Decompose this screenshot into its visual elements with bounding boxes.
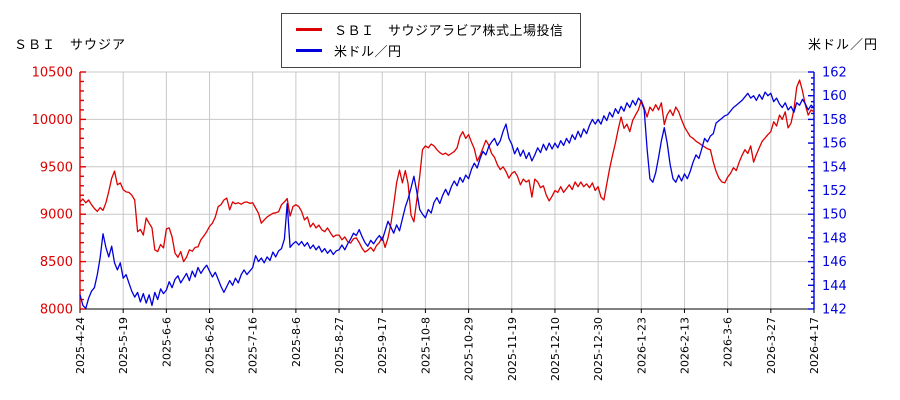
left-axis-tick-label: 8500 [40, 255, 73, 270]
x-axis-tick-label: 2025-11-19 [506, 317, 519, 381]
right-axis-tick-label: 154 [822, 160, 847, 175]
right-axis-tick-label: 150 [822, 208, 847, 223]
right-axis-tick-label: 156 [822, 137, 847, 152]
x-axis-tick-label: 2025-4-24 [74, 317, 87, 374]
x-axis-tick-label: 2026-1-23 [635, 317, 648, 374]
usdjpy-line-swatch-icon [296, 49, 322, 52]
x-axis-tick-label: 2025-6-26 [204, 317, 217, 374]
x-axis-tick-label: 2026-3-6 [722, 317, 735, 367]
left-axis-tick-label: 10000 [32, 113, 73, 128]
x-axis-tick-label: 2025-12-10 [549, 317, 562, 381]
right-axis-tick-label: 146 [822, 255, 847, 270]
right-axis-title: 米ドル／円 [807, 38, 878, 53]
x-axis-tick-label: 2026-4-17 [808, 317, 821, 374]
right-axis-tick-label: 160 [822, 89, 847, 104]
right-axis-tick-label: 158 [822, 113, 847, 128]
x-axis-tick-label: 2025-8-27 [333, 317, 346, 374]
legend-item-sbi: ＳＢＩ サウジアラビア株式上場投信 [296, 19, 564, 40]
x-axis-tick-label: 2025-10-29 [463, 317, 476, 381]
x-axis-tick-label: 2025-10-8 [419, 317, 432, 374]
left-axis-tick-label: 8000 [40, 303, 73, 318]
x-axis-tick-label: 2025-5-19 [117, 317, 130, 374]
x-axis-tick-label: 2025-7-16 [247, 317, 260, 374]
right-axis-tick-label: 162 [822, 66, 847, 81]
left-axis-tick-label: 9000 [40, 208, 73, 223]
x-axis-tick-label: 2026-2-13 [678, 317, 691, 374]
left-axis-tick-label: 10500 [32, 66, 73, 81]
legend-label-usdjpy: 米ドル／円 [334, 45, 402, 60]
right-axis-tick-label: 148 [822, 231, 847, 246]
right-axis-tick-label: 152 [822, 184, 847, 199]
legend-item-usdjpy: 米ドル／円 [296, 40, 564, 61]
left-axis-title: ＳＢＩ サウジア [14, 38, 127, 53]
x-axis-tick-label: 2026-3-27 [765, 317, 778, 374]
legend-label-sbi: ＳＢＩ サウジアラビア株式上場投信 [334, 24, 564, 39]
right-axis-tick-label: 144 [822, 279, 847, 294]
x-axis-tick-label: 2025-6-6 [160, 317, 173, 367]
right-axis-tick-label: 142 [822, 303, 847, 318]
left-axis-tick-label: 9500 [40, 160, 73, 175]
legend-box: ＳＢＩ サウジアラビア株式上場投信 米ドル／円 [281, 13, 581, 68]
usdjpy-series-line [79, 91, 815, 310]
sbi-line-swatch-icon [296, 28, 322, 31]
x-axis-tick-label: 2025-9-17 [376, 317, 389, 374]
x-axis-tick-label: 2025-12-30 [592, 317, 605, 381]
sbi-series-line [79, 79, 815, 263]
x-axis-tick-label: 2025-8-6 [290, 317, 303, 367]
